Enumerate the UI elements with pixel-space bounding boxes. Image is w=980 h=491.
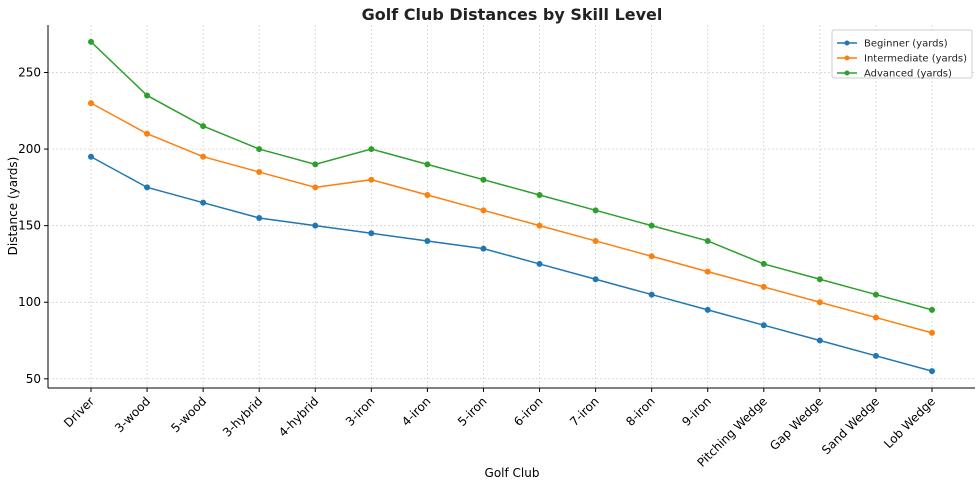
data-point bbox=[480, 245, 487, 252]
legend-marker bbox=[844, 40, 850, 46]
data-point bbox=[256, 146, 263, 153]
data-point bbox=[200, 123, 207, 130]
x-tick-label: Lob Wedge bbox=[881, 394, 938, 451]
x-axis-label: Golf Club bbox=[485, 466, 540, 480]
x-tick-label: 8-iron bbox=[623, 394, 658, 429]
x-tick-label: Sand Wedge bbox=[819, 394, 882, 457]
x-tick-label: 5-wood bbox=[168, 394, 209, 435]
data-point bbox=[88, 100, 94, 107]
data-point bbox=[144, 184, 151, 191]
data-point bbox=[929, 368, 935, 375]
data-point bbox=[872, 352, 879, 359]
data-point bbox=[424, 237, 431, 244]
data-point bbox=[592, 276, 599, 283]
series-line bbox=[90, 156, 933, 372]
series-line bbox=[90, 102, 933, 334]
data-point bbox=[929, 306, 935, 313]
x-tick-label: 4-hybrid bbox=[276, 394, 321, 439]
x-tick-label: 5-iron bbox=[455, 394, 490, 429]
data-point bbox=[256, 169, 263, 176]
data-point bbox=[480, 207, 487, 214]
y-tick-label: 200 bbox=[18, 142, 41, 156]
data-point bbox=[368, 176, 375, 183]
data-point bbox=[200, 153, 207, 160]
data-point bbox=[592, 237, 599, 244]
y-tick-label: 150 bbox=[18, 219, 41, 233]
data-point bbox=[648, 222, 655, 229]
data-point bbox=[872, 314, 879, 321]
data-point bbox=[536, 192, 543, 199]
x-tick-label: 9-iron bbox=[679, 394, 714, 429]
y-tick-label: 50 bbox=[26, 372, 41, 386]
x-tick-label: 7-iron bbox=[567, 394, 602, 429]
legend-label: Advanced (yards) bbox=[864, 69, 952, 80]
data-point bbox=[816, 299, 823, 306]
legend: Beginner (yards) Intermediate (yards) Adva… bbox=[831, 29, 973, 80]
data-point bbox=[536, 260, 543, 267]
x-tick-label: 4-iron bbox=[399, 394, 434, 429]
data-point bbox=[872, 291, 879, 298]
data-point bbox=[368, 146, 375, 153]
data-point bbox=[536, 222, 543, 229]
data-point bbox=[88, 153, 94, 160]
data-point bbox=[648, 291, 655, 298]
x-tick-label: 3-iron bbox=[343, 394, 378, 429]
data-point bbox=[760, 260, 767, 267]
data-point bbox=[88, 38, 94, 45]
x-tick-label: 3-hybrid bbox=[220, 394, 265, 439]
data-point bbox=[929, 329, 935, 336]
y-axis-label: Distance (yards) bbox=[6, 157, 20, 256]
legend-label: Beginner (yards) bbox=[864, 39, 948, 50]
data-point bbox=[312, 161, 319, 168]
data-point bbox=[760, 322, 767, 329]
series-line bbox=[90, 41, 933, 311]
legend-marker bbox=[844, 70, 850, 76]
y-tick-label: 250 bbox=[18, 65, 41, 79]
chart-title: Golf Club Distances by Skill Level bbox=[362, 5, 663, 24]
data-point bbox=[480, 176, 487, 183]
x-tick-label: 3-wood bbox=[112, 394, 153, 435]
data-point bbox=[312, 184, 319, 191]
data-point bbox=[312, 222, 319, 229]
data-point bbox=[424, 161, 431, 168]
data-point bbox=[704, 306, 711, 313]
data-point bbox=[592, 207, 599, 214]
data-point bbox=[200, 199, 207, 206]
x-tick-label: Driver bbox=[61, 394, 97, 430]
x-tick-label: 6-iron bbox=[511, 394, 546, 429]
legend-label: Intermediate (yards) bbox=[864, 54, 967, 65]
data-point bbox=[704, 237, 711, 244]
data-point bbox=[144, 130, 151, 137]
data-point bbox=[704, 268, 711, 275]
data-point bbox=[424, 192, 431, 199]
data-point bbox=[144, 92, 151, 99]
legend-box bbox=[831, 29, 973, 79]
legend-marker bbox=[844, 55, 850, 61]
data-point bbox=[760, 283, 767, 290]
data-point bbox=[648, 253, 655, 260]
data-point bbox=[816, 276, 823, 283]
x-tick-label: Gap Wedge bbox=[767, 394, 826, 453]
data-point bbox=[816, 337, 823, 344]
y-tick-label: 100 bbox=[18, 295, 41, 309]
data-point bbox=[368, 230, 375, 237]
data-point bbox=[256, 214, 263, 221]
